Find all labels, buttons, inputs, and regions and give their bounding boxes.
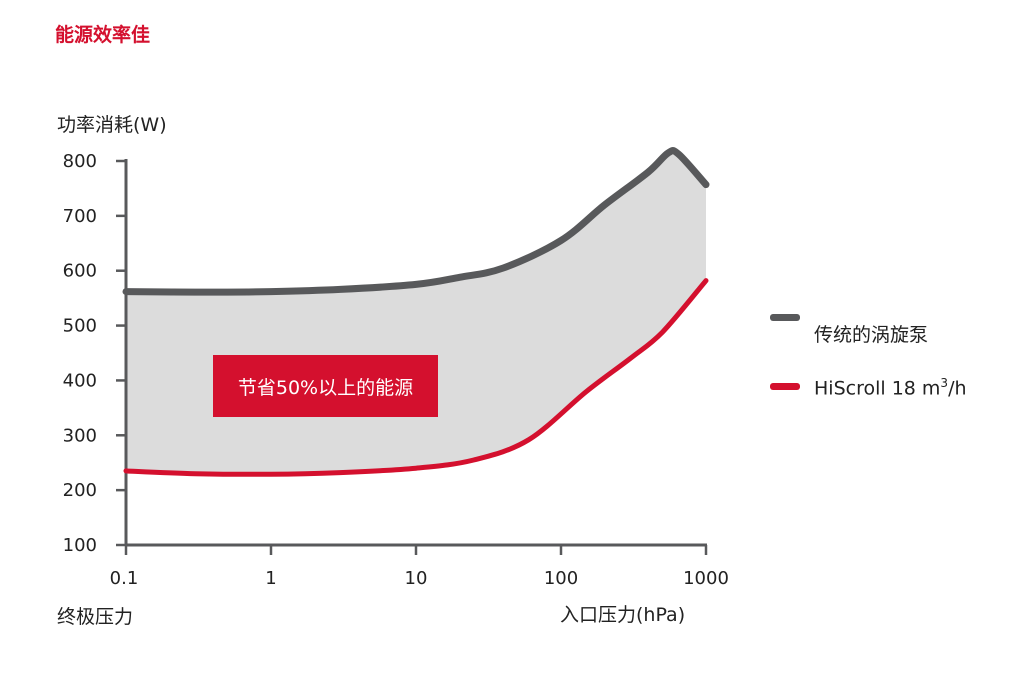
y-tick-label: 300 xyxy=(63,425,97,446)
y-tick-label: 500 xyxy=(63,316,97,337)
legend-swatch-conventional xyxy=(770,314,800,321)
chart-title: 能源效率佳 xyxy=(55,24,151,46)
y-tick-label: 200 xyxy=(63,480,97,501)
y-tick-label: 700 xyxy=(63,206,97,227)
x-tick-label: 100 xyxy=(544,568,578,589)
chart-axes xyxy=(116,159,708,555)
y-tick-label: 100 xyxy=(63,535,97,556)
tick-labels: 100 200 300 400 500 600 700 800 0.1 1 10 100 1000 xyxy=(63,151,729,589)
x-tick-label: 10 xyxy=(405,568,428,589)
series-line-conventional xyxy=(122,147,710,296)
y-tick-label: 400 xyxy=(63,370,97,391)
x-tick-label: 1000 xyxy=(683,568,729,589)
y-tick-label: 800 xyxy=(63,151,97,172)
series-line-hiscroll xyxy=(123,278,709,477)
x-axis-left-label: 终极压力 xyxy=(57,606,134,628)
y-tick-label: 600 xyxy=(63,261,97,282)
legend-item-hiscroll: HiScroll 18 m3/h xyxy=(770,376,967,399)
savings-annotation: 节省50%以上的能源 xyxy=(213,355,438,417)
x-tick-label: 1 xyxy=(265,568,276,589)
x-axis-label: 入口压力(hPa) xyxy=(560,604,686,626)
legend-item-conventional: 传统的涡旋泵 xyxy=(770,310,928,347)
y-axis-label: 功率消耗(W) xyxy=(57,114,167,136)
legend-swatch-hiscroll xyxy=(770,383,800,390)
legend-label-hiscroll: HiScroll 18 m3/h xyxy=(814,376,967,400)
x-tick-label: 0.1 xyxy=(110,568,139,589)
savings-area xyxy=(126,150,706,475)
legend-label-conventional: 传统的涡旋泵 xyxy=(814,324,929,346)
